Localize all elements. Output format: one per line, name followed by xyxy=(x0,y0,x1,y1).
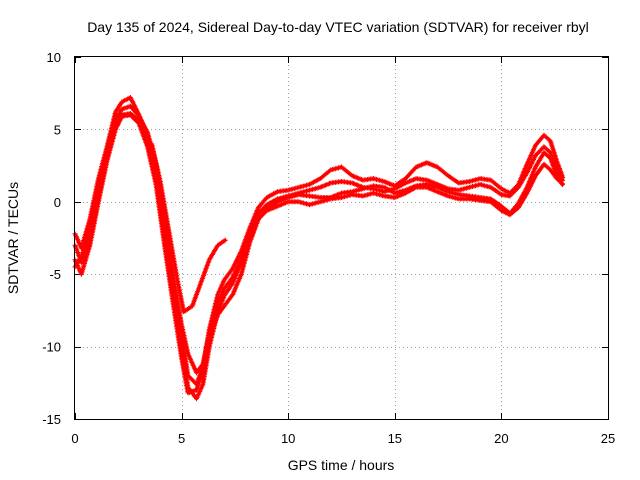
x-tick-label: 5 xyxy=(178,431,185,446)
x-tick-labels: 0 5 10 15 20 25 xyxy=(71,431,615,446)
y-tick-label: 10 xyxy=(47,50,61,65)
grid-lines xyxy=(75,57,608,419)
tick-marks xyxy=(75,57,609,420)
y-tick-labels: -15 -10 -5 0 5 10 xyxy=(42,50,61,427)
series-track-5 xyxy=(149,141,228,315)
plot-frame xyxy=(74,56,609,420)
y-tick-label: -5 xyxy=(49,267,61,282)
x-tick-label: 0 xyxy=(71,431,78,446)
y-tick-label: -15 xyxy=(42,412,61,427)
y-tick-label: -10 xyxy=(42,340,61,355)
x-tick-label: 15 xyxy=(388,431,402,446)
x-tick-label: 20 xyxy=(494,431,508,446)
data-series xyxy=(72,95,566,402)
y-axis-label: SDTVAR / TECUs xyxy=(5,182,21,294)
chart-title: Day 135 of 2024, Sidereal Day-to-day VTE… xyxy=(87,19,589,35)
series-markers xyxy=(72,112,565,396)
x-tick-label: 25 xyxy=(601,431,615,446)
series-track-3 xyxy=(72,112,565,396)
x-axis-label: GPS time / hours xyxy=(288,457,395,473)
series-track-1 xyxy=(72,111,565,376)
series-line xyxy=(73,113,565,395)
y-tick-label: 5 xyxy=(54,122,61,137)
series-track-4 xyxy=(72,103,566,387)
x-tick-label: 10 xyxy=(281,431,295,446)
series-markers xyxy=(149,141,228,315)
series-markers xyxy=(72,111,565,376)
y-tick-label: 0 xyxy=(54,195,61,210)
